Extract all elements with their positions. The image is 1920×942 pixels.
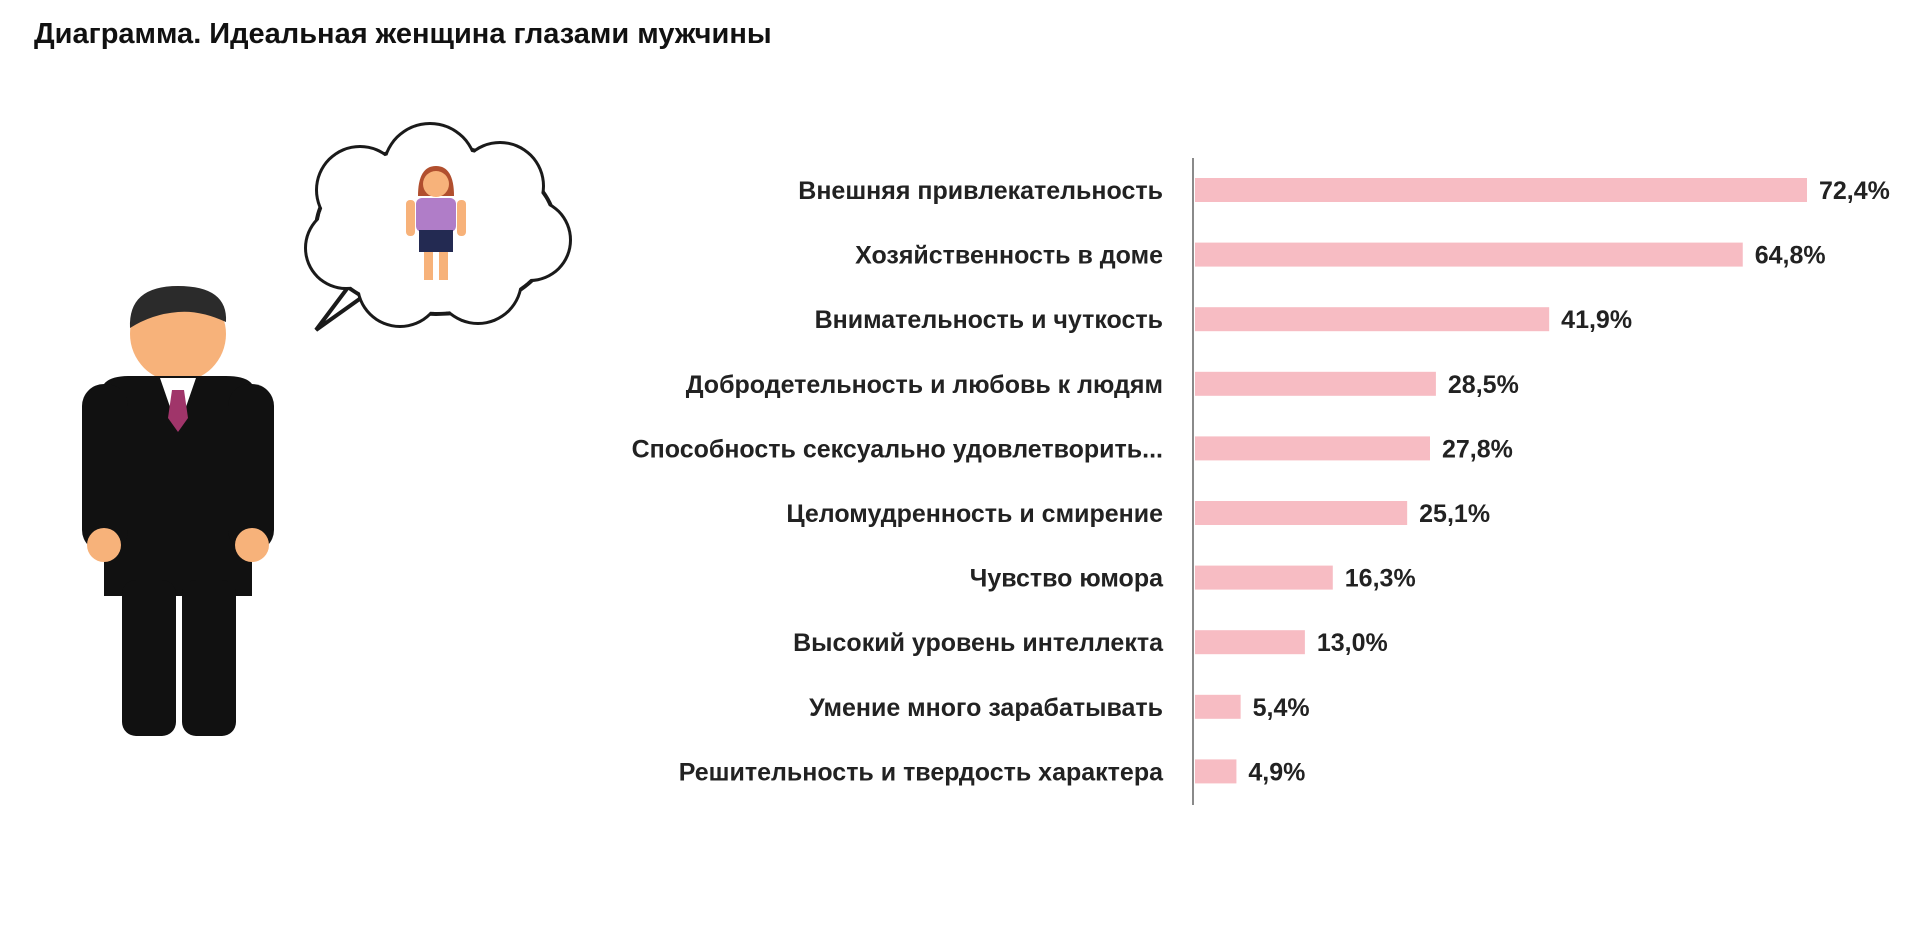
businessman-icon (82, 286, 274, 736)
bar (1195, 436, 1430, 461)
category-label: Добродетельность и любовь к людям (686, 371, 1163, 399)
value-label: 28,5% (1448, 371, 1519, 399)
value-label: 13,0% (1317, 629, 1388, 657)
category-label: Хозяйственность в доме (855, 242, 1163, 270)
category-label: Высокий уровень интеллекта (793, 629, 1164, 657)
value-label: 64,8% (1755, 242, 1826, 270)
value-label: 25,1% (1419, 500, 1490, 528)
bar (1195, 371, 1436, 396)
category-label: Умение много зарабатывать (809, 694, 1163, 722)
chart-title: Диаграмма. Идеальная женщина глазами муж… (34, 18, 772, 50)
woman-icon (406, 166, 466, 280)
bar (1195, 242, 1743, 267)
value-label: 72,4% (1819, 177, 1890, 205)
category-label: Внимательность и чуткость (815, 306, 1163, 334)
bar (1195, 630, 1305, 655)
category-label: Способность сексуально удовлетворить... (632, 435, 1163, 463)
bar (1195, 307, 1550, 332)
value-label: 27,8% (1442, 435, 1513, 463)
value-label: 4,9% (1248, 758, 1305, 786)
value-label: 5,4% (1253, 694, 1310, 722)
bar (1195, 565, 1333, 590)
bar (1195, 178, 1807, 202)
category-label: Чувство юмора (970, 565, 1164, 593)
category-label: Целомудренность и смирение (786, 500, 1163, 528)
bar (1195, 501, 1408, 525)
bar (1195, 759, 1237, 784)
value-label: 16,3% (1345, 565, 1416, 593)
value-label: 41,9% (1561, 306, 1632, 334)
category-label: Внешняя привлекательность (798, 177, 1163, 205)
category-label: Решительность и твердость характера (679, 758, 1164, 786)
bar (1195, 694, 1241, 719)
